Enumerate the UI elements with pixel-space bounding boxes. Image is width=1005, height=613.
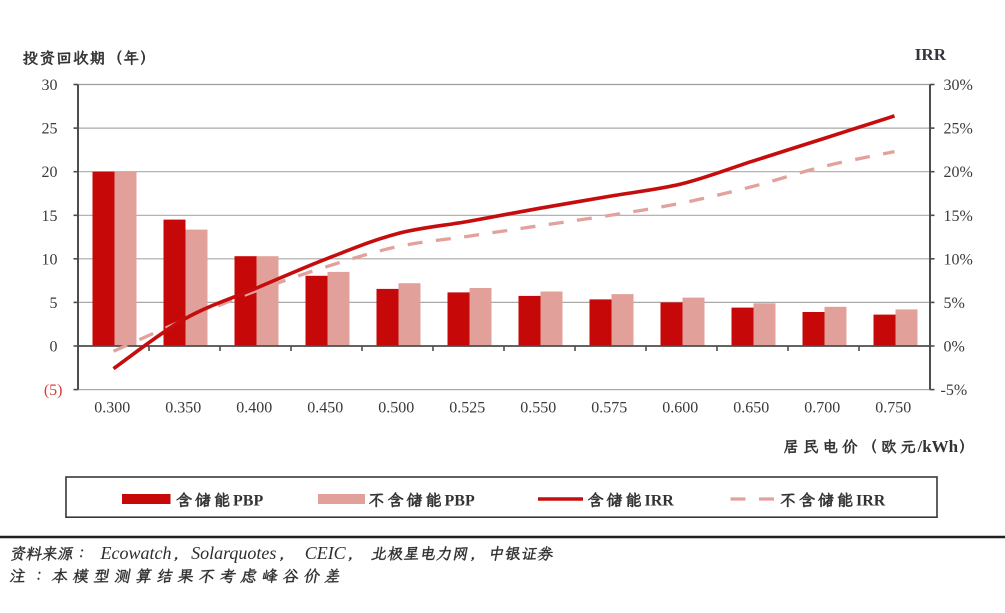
svg-text:IRR: IRR <box>915 45 947 64</box>
svg-text:0.525: 0.525 <box>449 399 485 416</box>
svg-text:CEIC: CEIC <box>305 543 347 563</box>
svg-text:25%: 25% <box>944 121 973 138</box>
svg-text:15%: 15% <box>944 208 973 225</box>
svg-text:Ecowatch: Ecowatch <box>100 543 172 563</box>
svg-text:10: 10 <box>42 251 58 268</box>
svg-text:0.500: 0.500 <box>378 399 414 416</box>
svg-text:0: 0 <box>50 339 58 356</box>
svg-text:0.300: 0.300 <box>94 399 130 416</box>
svg-text:0.450: 0.450 <box>307 399 343 416</box>
svg-text:5%: 5% <box>944 295 965 312</box>
svg-text:PBP: PBP <box>445 493 475 510</box>
svg-text:15: 15 <box>42 208 58 225</box>
svg-text:20%: 20% <box>944 164 973 181</box>
svg-text:5: 5 <box>50 295 58 312</box>
svg-text:0.400: 0.400 <box>236 399 272 416</box>
svg-text:30: 30 <box>42 77 58 94</box>
svg-text:PBP: PBP <box>233 493 263 510</box>
svg-text:0.600: 0.600 <box>662 399 698 416</box>
svg-text:25: 25 <box>42 121 58 138</box>
svg-text:IRR: IRR <box>645 493 675 510</box>
svg-text:0.750: 0.750 <box>875 399 911 416</box>
svg-text:0.550: 0.550 <box>520 399 556 416</box>
svg-text:/kWh: /kWh <box>917 437 959 456</box>
svg-text:10%: 10% <box>944 251 973 268</box>
svg-text:Solarquotes: Solarquotes <box>191 543 276 563</box>
svg-text:0.700: 0.700 <box>804 399 840 416</box>
svg-text:(5): (5) <box>44 382 63 399</box>
svg-text:IRR: IRR <box>856 493 886 510</box>
svg-text:0.350: 0.350 <box>165 399 201 416</box>
svg-text:0.650: 0.650 <box>733 399 769 416</box>
svg-text:0%: 0% <box>944 339 965 356</box>
svg-text:20: 20 <box>42 164 58 181</box>
svg-text:-5%: -5% <box>941 382 968 399</box>
svg-text:30%: 30% <box>944 77 973 94</box>
svg-text:0.575: 0.575 <box>591 399 627 416</box>
